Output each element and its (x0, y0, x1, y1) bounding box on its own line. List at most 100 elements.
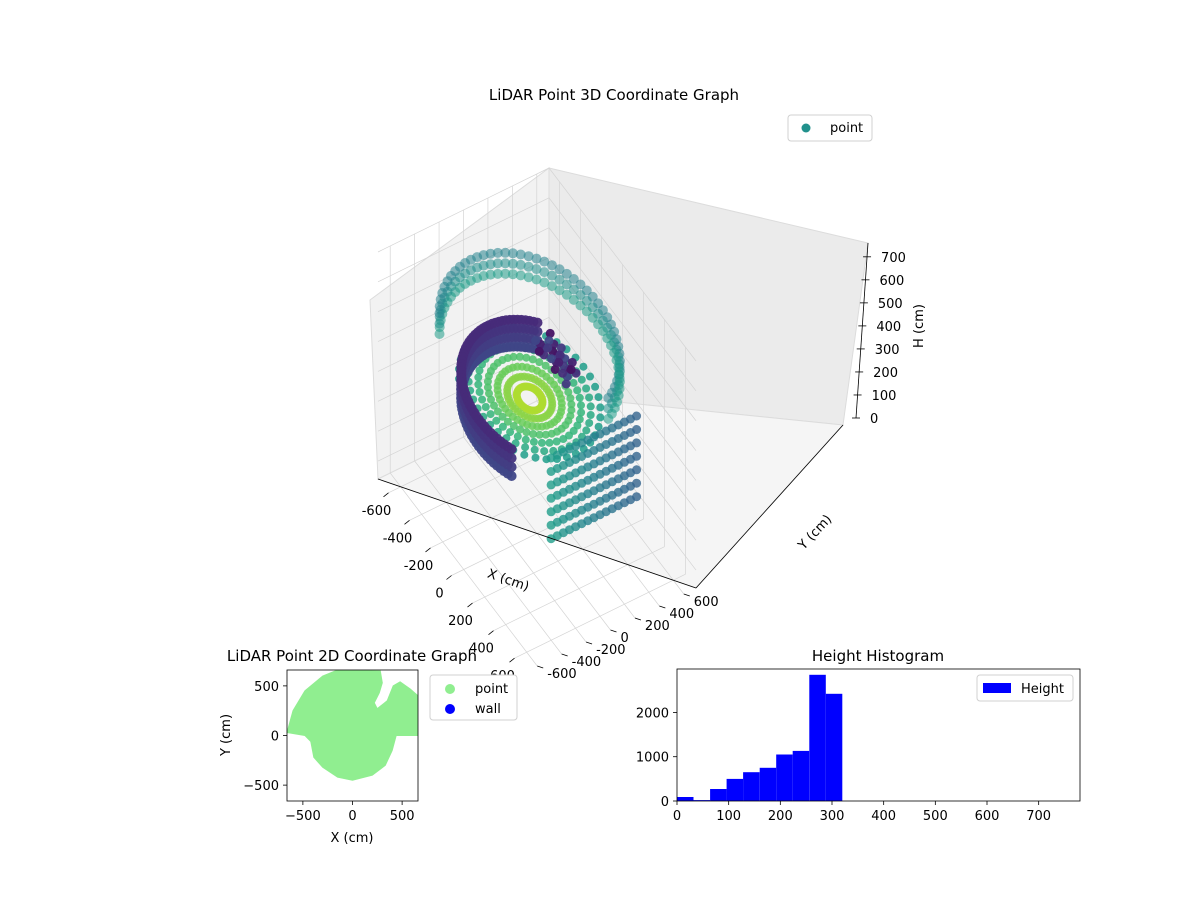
point-3d (515, 352, 524, 361)
point-3d (566, 394, 575, 403)
point-3d (542, 421, 551, 430)
y-tick-label-3d: 600 (694, 595, 719, 610)
point-3d (632, 451, 642, 461)
point-3d (475, 366, 484, 375)
point-3d (547, 260, 557, 271)
histogram-x-tick-label: 400 (871, 809, 896, 824)
legend-3d-point-label: point (830, 121, 863, 136)
histogram-x-tick-label: 500 (923, 809, 948, 824)
point-3d (475, 388, 484, 396)
y-tick-label-3d: 200 (645, 619, 670, 634)
point-3d (481, 403, 490, 411)
histogram-x-tick-label: 200 (768, 809, 793, 824)
chart-3d: LiDAR Point 3D Coordinate Graph -600-400… (362, 86, 927, 684)
point-3d (568, 274, 579, 284)
y-axis-line (695, 424, 844, 589)
histogram-bar (759, 767, 777, 801)
point-3d (434, 329, 445, 339)
histogram-bar (776, 754, 793, 801)
z-tick-label-3d: 300 (875, 343, 900, 358)
z-axis-label-3d: H (cm) (912, 304, 927, 348)
point-3d (554, 285, 565, 296)
point-3d (585, 419, 594, 427)
point-3d (520, 450, 529, 459)
x-tick-label-3d: -200 (404, 559, 434, 574)
point-3d (586, 402, 595, 411)
point-3d (515, 270, 526, 281)
point-3d (529, 430, 538, 438)
histogram-x-tick-label: 300 (820, 809, 845, 824)
point-3d (632, 411, 642, 421)
point-3d (506, 453, 517, 464)
legend-histogram-frame (976, 674, 1074, 702)
point-3d (506, 471, 517, 481)
chart-3d-title: LiDAR Point 3D Coordinate Graph (489, 86, 739, 104)
x-tick-label-3d: 400 (469, 642, 494, 657)
z-axis-line (855, 242, 869, 419)
point-3d (531, 264, 542, 275)
point-3d (577, 408, 586, 417)
legend-3d-point-marker (801, 123, 811, 133)
point-3d (554, 357, 564, 367)
point-3d (529, 437, 538, 446)
point-3d (541, 361, 550, 370)
point-3d (596, 403, 605, 412)
y-tick-label-2d: −500 (243, 779, 279, 794)
point-3d (434, 318, 445, 329)
point-3d (582, 426, 591, 435)
point-3d (567, 406, 576, 415)
point-3d (596, 413, 605, 422)
point-3d (632, 478, 642, 488)
histogram-bars (677, 674, 843, 801)
x-tick-label-3d: 200 (448, 614, 473, 629)
point-3d (632, 438, 642, 448)
point-3d (490, 401, 498, 410)
legend-histogram-label: Height (1021, 682, 1064, 697)
point-3d (516, 425, 524, 434)
point-3d (573, 386, 582, 395)
point-3d (581, 306, 592, 317)
histogram-x-tick-label: 700 (1026, 809, 1051, 824)
x-tick-label-3d: -600 (362, 504, 392, 519)
y-tick-label-2d: 500 (254, 680, 279, 695)
point-3d (561, 289, 572, 300)
point-3d (507, 269, 518, 280)
ticks-3d: -600-400-2000200400600-600-400-200020040… (362, 251, 906, 684)
point-3d (558, 368, 567, 378)
point-3d (594, 422, 603, 431)
point-3d (568, 294, 579, 305)
point-3d (500, 258, 511, 269)
point-3d (550, 365, 560, 374)
point-3d (544, 336, 554, 346)
point-3d (547, 281, 557, 292)
chart-2d-title: LiDAR Point 2D Coordinate Graph (227, 647, 477, 665)
point-3d (545, 438, 554, 447)
point-3d (568, 284, 579, 295)
x-axis-label-2d: X (cm) (331, 831, 374, 846)
point-3d (492, 416, 501, 425)
histogram-x-tick-label: 600 (975, 809, 1000, 824)
point-3d (474, 373, 483, 382)
legend-histogram-swatch (983, 683, 1011, 693)
point-3d (507, 248, 518, 259)
z-tick-label-3d: 400 (876, 320, 901, 335)
y-tick-label-2d: 0 (271, 730, 279, 745)
point-3d (509, 422, 518, 430)
histogram-bar (693, 800, 710, 801)
histogram-bar (726, 778, 744, 801)
scatter-2d-point-region (287, 670, 418, 781)
histogram-x-tick-label: 0 (673, 809, 681, 824)
legend-3d: point (787, 114, 873, 142)
histogram-y-tick-label: 0 (661, 795, 669, 810)
point-3d (506, 444, 517, 455)
point-3d (513, 432, 522, 441)
point-3d (498, 422, 507, 431)
legend-histogram: Height (976, 674, 1074, 702)
point-3d (547, 270, 557, 281)
point-3d (493, 407, 502, 416)
x-axis-line (377, 478, 697, 589)
point-3d (521, 443, 530, 452)
point-3d (566, 365, 576, 375)
z-tick-label-3d: 100 (872, 389, 897, 404)
point-3d (483, 377, 492, 386)
